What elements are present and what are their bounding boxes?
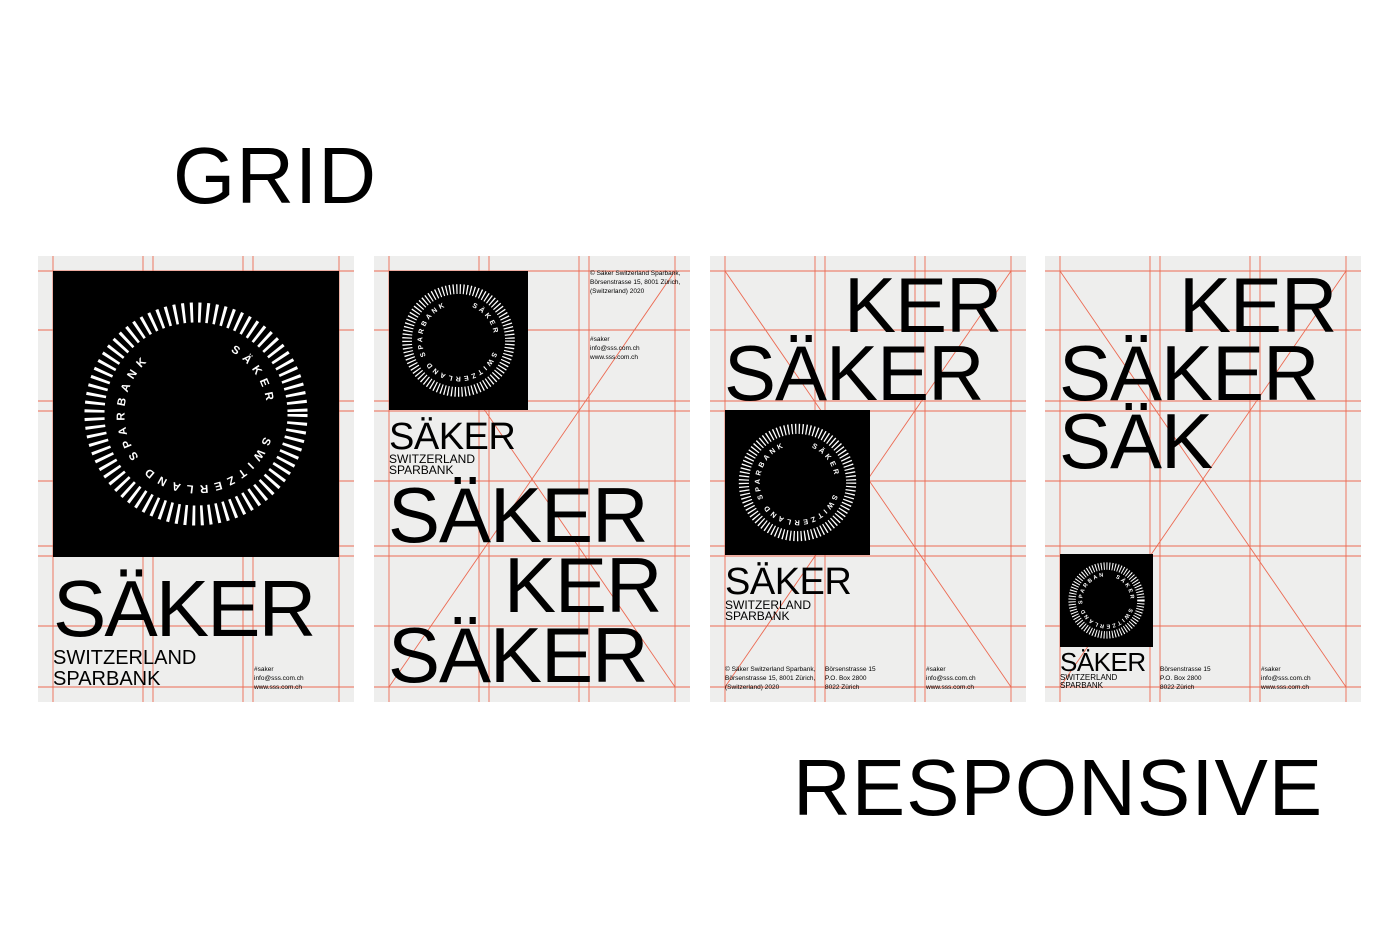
headline-ker: KER xyxy=(504,541,662,629)
brand-logo-block: SÄKER SWITZERLAND SPARBANK xyxy=(53,271,339,557)
brand-subtitle-line2: SPARBANK xyxy=(1060,681,1103,690)
brand-logo-block: SÄKER SWITZERLAND SPARBANK xyxy=(725,410,870,555)
address-line2: Börsenstrasse 15, 8001 Zürich, xyxy=(725,675,816,682)
contact-handle: #saker xyxy=(926,666,946,673)
contact-web: www.sss.com.ch xyxy=(590,354,639,361)
headline-saker-1: SÄKER xyxy=(388,471,648,559)
address-street: Börsenstrasse 15 xyxy=(1160,666,1211,673)
address-pobox: P.O. Box 2800 xyxy=(825,675,867,682)
contact-handle: #saker xyxy=(590,336,610,343)
ring-text: SÄKER xyxy=(811,441,842,478)
headline-saker: SÄKER xyxy=(724,329,984,417)
ring-logo-icon: SÄKER SWITZERLAND SPARBANK xyxy=(84,302,308,526)
brand-subtitle-line1: SWITZERLAND xyxy=(53,647,197,669)
contact-email: info@sss.com.ch xyxy=(254,675,304,682)
brand-subtitle-line2: SPARBANK xyxy=(53,668,161,690)
address-street: Börsenstrasse 15 xyxy=(825,666,876,673)
poster-4: KER SÄKER SÄK SÄKER SWITZERLAND SPARBANK… xyxy=(1045,256,1361,702)
address-line3: (Switzerland) 2020 xyxy=(725,684,780,691)
ring-text: SÄKER xyxy=(229,344,276,408)
ring-logo-icon: SÄKER SWITZERLAND SPARBANK xyxy=(1060,554,1145,639)
brand-subtitle-line2: SPARBANK xyxy=(725,609,790,623)
address-line1: © Säker Switzerland Sparbank, xyxy=(725,666,816,673)
poster-1: SÄKER SWITZERLAND SPARBANK SÄKER SWITZER… xyxy=(38,256,354,702)
brand-name-small: SÄKER xyxy=(725,561,852,603)
contact-email: info@sss.com.ch xyxy=(1261,675,1311,682)
address-line3: (Switzerland) 2020 xyxy=(590,288,645,295)
address-city: 8022 Zürich xyxy=(825,684,860,691)
headline-sak: SÄK xyxy=(1059,397,1213,485)
responsive-heading: RESPONSIVE xyxy=(793,743,1324,832)
contact-web: www.sss.com.ch xyxy=(1261,684,1310,691)
contact-handle: #saker xyxy=(1261,666,1281,673)
brand-logo-block: SÄKER SWITZERLAND SPARBANK xyxy=(389,271,528,410)
contact-email: info@sss.com.ch xyxy=(926,675,976,682)
contact-email: info@sss.com.ch xyxy=(590,345,640,352)
ring-text-bottom: SWITZERLAND SPARBANK xyxy=(115,352,272,495)
ring-text: SÄKER xyxy=(1115,574,1135,600)
brand-name: SÄKER xyxy=(53,564,316,653)
brand-logo-block: SÄKER SWITZERLAND SPARBANK xyxy=(1060,554,1153,647)
ring-text-bottom: SWITZERLAND SPARBANK xyxy=(1060,554,1133,629)
address-city: 8022 Zürich xyxy=(1160,684,1195,691)
address-line1: © Säker Switzerland Sparbank, xyxy=(590,270,681,277)
brand-name-small: SÄKER xyxy=(1060,647,1146,677)
ring-logo-icon: SÄKER SWITZERLAND SPARBANK xyxy=(738,423,857,542)
ring-logo-icon: SÄKER SWITZERLAND SPARBANK xyxy=(402,284,515,397)
headline-saker-2: SÄKER xyxy=(388,611,648,699)
contact-handle: #saker xyxy=(254,666,274,673)
address-line2: Börsenstrasse 15, 8001 Zürich, xyxy=(590,279,681,286)
brand-subtitle-line2: SPARBANK xyxy=(389,463,454,477)
poster-2: SÄKER SWITZERLAND SPARBANK © Säker Switz… xyxy=(374,256,690,702)
headline-saker: SÄKER xyxy=(1059,329,1319,417)
contact-web: www.sss.com.ch xyxy=(254,684,303,691)
contact-web: www.sss.com.ch xyxy=(926,684,975,691)
brand-name-small: SÄKER xyxy=(389,416,516,458)
address-pobox: P.O. Box 2800 xyxy=(1160,675,1202,682)
headline-ker: KER xyxy=(1179,261,1337,349)
ring-text: SÄKER xyxy=(471,302,499,336)
headline-ker: KER xyxy=(844,261,1002,349)
grid-heading: GRID xyxy=(173,131,377,220)
poster-3: KER SÄKER SÄKER SWITZERLAND SPARBANK SÄK… xyxy=(710,256,1026,702)
brand-subtitle-line1: SWITZERLAND xyxy=(1060,673,1118,682)
brand-subtitle-line1: SWITZERLAND xyxy=(725,598,812,612)
brand-subtitle-line1: SWITZERLAND xyxy=(389,452,476,466)
